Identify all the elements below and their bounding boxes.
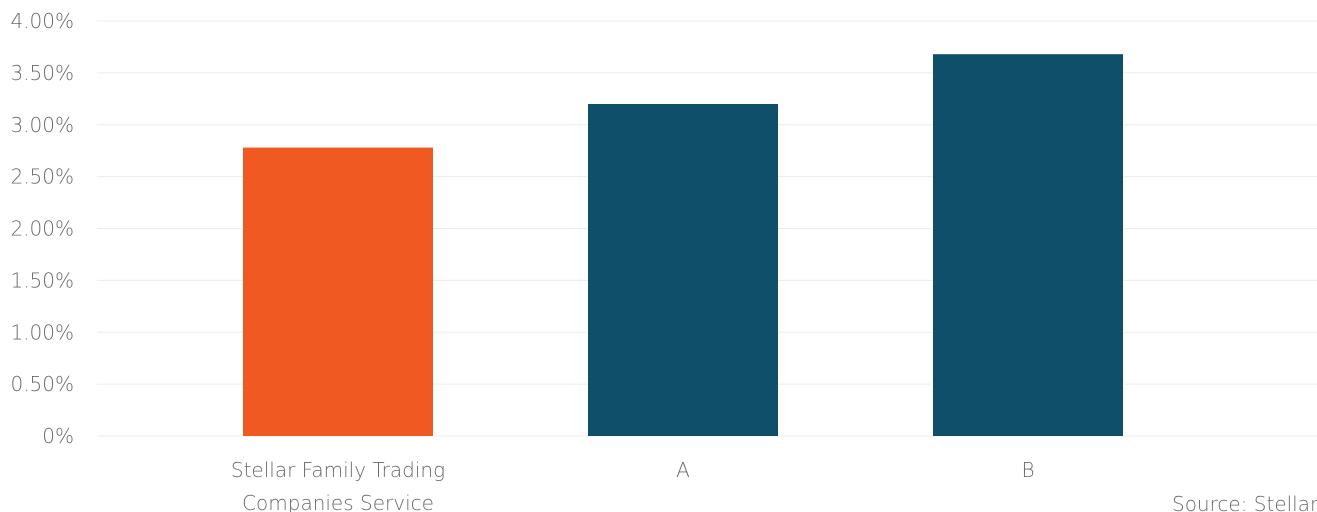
x-category-label: Companies Service: [242, 491, 434, 512]
x-category-label: A: [676, 458, 690, 482]
y-tick-label: 1.00%: [10, 320, 74, 344]
bar: [243, 147, 433, 436]
y-tick-label: 2.00%: [10, 217, 74, 241]
y-tick-label: 2.50%: [10, 165, 74, 189]
x-category-label: B: [1021, 458, 1034, 482]
bars: [243, 54, 1123, 436]
x-axis-labels: Stellar Family Trading Companies Service A…: [231, 458, 1035, 512]
y-tick-label: 0.50%: [10, 372, 74, 396]
bar: [588, 104, 778, 436]
source-note: Source: Stellar: [1172, 492, 1317, 512]
y-tick-label: 3.50%: [10, 61, 74, 85]
x-category-label: Stellar Family Trading: [231, 458, 445, 482]
y-tick-label: 0%: [42, 424, 74, 448]
bar: [933, 54, 1123, 436]
y-axis-ticks: 0% 0.50% 1.00% 1.50% 2.00% 2.50% 3.00% 3.50% 4.0…: [10, 9, 74, 448]
y-tick-label: 4.00%: [10, 9, 74, 33]
y-tick-label: 1.50%: [10, 268, 74, 292]
y-tick-label: 3.00%: [10, 113, 74, 137]
